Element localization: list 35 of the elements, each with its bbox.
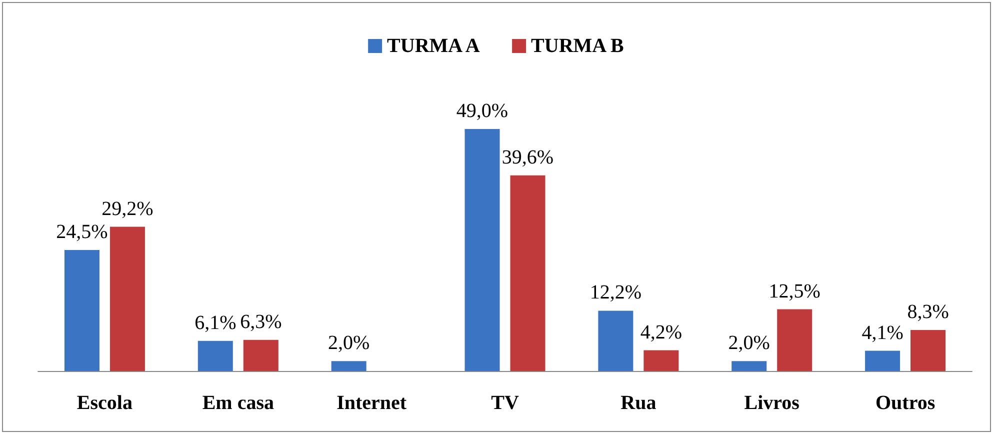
data-label: 39,6% [502, 146, 554, 168]
x-tick-label: Escola [76, 392, 132, 414]
x-tick-label: Em casa [202, 392, 274, 414]
data-label: 8,3% [907, 301, 949, 324]
data-label: 4,2% [640, 321, 682, 344]
bar [464, 129, 500, 371]
x-tick-label: TV [491, 392, 520, 414]
bar [865, 350, 900, 371]
data-label: 6,1% [194, 312, 236, 334]
bar [598, 310, 634, 371]
legend-label: TURMA A [387, 35, 480, 57]
data-label: 12,5% [768, 280, 820, 302]
data-label: 29,2% [102, 198, 154, 220]
bar [732, 361, 767, 371]
bar [198, 340, 233, 371]
x-tick-label: Rua [620, 392, 656, 414]
data-label: 49,0% [456, 100, 508, 122]
bar [510, 175, 546, 371]
bar [331, 361, 366, 371]
x-tick-label: Internet [336, 392, 407, 414]
bar [110, 226, 145, 371]
x-tick-label: Outros [875, 392, 936, 414]
bar [910, 330, 946, 371]
data-label: 2,0% [728, 332, 770, 354]
bar [64, 250, 100, 371]
data-label: 2,0% [328, 332, 370, 354]
data-label: 4,1% [862, 322, 904, 344]
bar [777, 309, 812, 371]
bar [243, 340, 278, 371]
legend-label: TURMA B [531, 35, 624, 57]
data-label: 6,3% [240, 310, 282, 333]
data-label: 24,5% [56, 221, 108, 243]
x-tick-label: Livros [744, 392, 800, 414]
data-label: 12,2% [590, 282, 642, 304]
bar [644, 350, 679, 371]
